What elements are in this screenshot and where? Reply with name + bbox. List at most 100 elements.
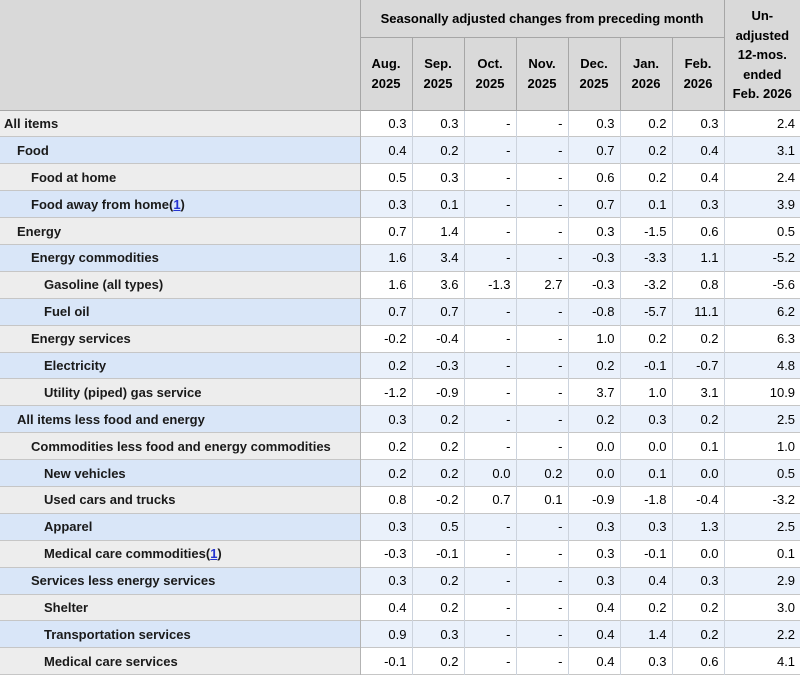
unadjusted-line: adjusted bbox=[735, 27, 790, 43]
value-cell: 0.3 bbox=[360, 190, 412, 218]
value-cell-12mo: 1.0 bbox=[723, 432, 800, 460]
value-cell: 0.3 bbox=[360, 512, 412, 541]
value-cell: -1.8 bbox=[619, 485, 672, 514]
value-cell: 0.2 bbox=[360, 432, 412, 460]
corner-cell bbox=[0, 0, 361, 111]
value-cell: - bbox=[515, 593, 568, 621]
table-row: Apparel 0.3 0.5- -0.3 0.3 1.3 2.5 bbox=[0, 512, 800, 541]
value-cell: -5.7 bbox=[619, 297, 672, 326]
value-cell: 0.3 bbox=[411, 620, 464, 648]
value-cell: 1.3 bbox=[671, 512, 725, 541]
row-label: Medical care services bbox=[0, 647, 361, 675]
value-cell: - bbox=[463, 351, 516, 379]
value-cell-12mo: 4.8 bbox=[723, 351, 800, 379]
value-cell: 1.4 bbox=[619, 620, 672, 648]
unadjusted-line: 12-mos. bbox=[737, 47, 787, 62]
value-cell: 3.6 bbox=[411, 270, 464, 299]
value-cell: - bbox=[515, 405, 568, 433]
value-cell: 0.7 bbox=[567, 190, 620, 218]
value-cell: 0.3 bbox=[671, 190, 725, 218]
value-cell: -0.7 bbox=[671, 351, 725, 379]
value-cell: 0.3 bbox=[567, 512, 620, 541]
value-cell: 0.6 bbox=[671, 217, 725, 245]
value-cell: - bbox=[463, 297, 516, 326]
value-cell: -3.3 bbox=[619, 243, 672, 272]
value-cell: - bbox=[515, 297, 568, 326]
value-cell: -0.3 bbox=[567, 270, 620, 299]
row-label: Energy commodities bbox=[0, 243, 361, 272]
footnote-link[interactable]: 1 bbox=[210, 546, 218, 562]
value-cell: 0.3 bbox=[567, 109, 620, 137]
value-cell: 0.0 bbox=[463, 459, 516, 487]
table-row: Transportation services 0.9 0.3- -0.4 1.4 0.2… bbox=[0, 620, 800, 648]
value-cell: 0.2 bbox=[619, 163, 672, 191]
value-cell: - bbox=[515, 620, 568, 648]
table-row: Food 0.4 0.2- -0.7 0.2 0.4 3.1 bbox=[0, 136, 800, 164]
value-cell: 0.3 bbox=[411, 109, 464, 137]
value-cell: 0.4 bbox=[567, 593, 620, 621]
value-cell: 0.2 bbox=[411, 136, 464, 164]
value-cell: -0.3 bbox=[567, 243, 620, 272]
column-header-nov-2025: Nov. 2025 bbox=[515, 36, 569, 111]
table-row: Medical care commodities(1) -0.3 -0.1- -0.3… bbox=[0, 539, 800, 568]
value-cell: - bbox=[515, 136, 568, 164]
table-row: Electricity 0.2 -0.3- -0.2 -0.1 -0.7 4.8 bbox=[0, 351, 800, 379]
value-cell: 0.2 bbox=[671, 593, 725, 621]
value-cell: 0.2 bbox=[619, 136, 672, 164]
value-cell-12mo: 0.5 bbox=[723, 217, 800, 245]
value-cell: - bbox=[515, 109, 568, 137]
row-label: Food away from home(1) bbox=[0, 190, 361, 218]
value-cell: - bbox=[515, 324, 568, 353]
value-cell-12mo: 0.1 bbox=[723, 539, 800, 568]
value-cell: 0.2 bbox=[619, 593, 672, 621]
value-cell: -0.9 bbox=[411, 378, 464, 406]
value-cell: -0.2 bbox=[411, 485, 464, 514]
row-label: Commodities less food and energy commodi… bbox=[0, 432, 361, 460]
footnote-link[interactable]: 1 bbox=[173, 196, 181, 212]
value-cell: 0.3 bbox=[619, 512, 672, 541]
value-cell: 0.3 bbox=[619, 405, 672, 433]
value-cell: 0.3 bbox=[411, 163, 464, 191]
value-cell: -0.8 bbox=[567, 297, 620, 326]
value-cell: 1.0 bbox=[567, 324, 620, 353]
value-cell: -0.4 bbox=[671, 485, 725, 514]
value-cell: 0.2 bbox=[411, 566, 464, 595]
value-cell-12mo: 6.2 bbox=[723, 297, 800, 326]
value-cell: 0.3 bbox=[671, 109, 725, 137]
value-cell-12mo: 6.3 bbox=[723, 324, 800, 353]
value-cell: 0.2 bbox=[567, 405, 620, 433]
value-cell: - bbox=[463, 190, 516, 218]
column-header-feb-2026: Feb. 2026 bbox=[671, 36, 725, 111]
table-header: Seasonally adjusted changes from precedi… bbox=[0, 0, 800, 111]
value-cell: - bbox=[515, 351, 568, 379]
value-cell: - bbox=[463, 109, 516, 137]
value-cell: 0.0 bbox=[619, 432, 672, 460]
value-cell: - bbox=[463, 324, 516, 353]
group-header-seasonally-adjusted: Seasonally adjusted changes from precedi… bbox=[359, 0, 725, 38]
value-cell: - bbox=[463, 136, 516, 164]
table-row: Food at home 0.5 0.3- -0.6 0.2 0.4 2.4 bbox=[0, 163, 800, 191]
value-cell: -0.1 bbox=[619, 539, 672, 568]
value-cell-12mo: 3.9 bbox=[723, 190, 800, 218]
table-row: All items 0.3 0.3- -0.3 0.2 0.3 2.4 bbox=[0, 109, 800, 137]
value-cell: - bbox=[463, 566, 516, 595]
value-cell: 0.1 bbox=[619, 459, 672, 487]
value-cell: - bbox=[463, 539, 516, 568]
column-header-dec-2025: Dec. 2025 bbox=[567, 36, 621, 111]
value-cell: 0.2 bbox=[411, 405, 464, 433]
value-cell: 0.3 bbox=[567, 539, 620, 568]
value-cell: - bbox=[515, 432, 568, 460]
value-cell: 0.2 bbox=[360, 459, 412, 487]
value-cell: - bbox=[515, 243, 568, 272]
table-row: New vehicles 0.2 0.2 0.0 0.2 0.0 0.1 0.0 0.5 bbox=[0, 459, 800, 487]
value-cell: 0.6 bbox=[671, 647, 725, 675]
value-cell: -1.3 bbox=[463, 270, 516, 299]
value-cell: 0.8 bbox=[671, 270, 725, 299]
value-cell-12mo: 2.9 bbox=[723, 566, 800, 595]
value-cell: -0.9 bbox=[567, 485, 620, 514]
row-label: Food bbox=[0, 136, 361, 164]
column-header-aug-2025: Aug. 2025 bbox=[359, 36, 413, 111]
unadjusted-line: Un- bbox=[751, 8, 774, 23]
value-cell: -0.4 bbox=[411, 324, 464, 353]
